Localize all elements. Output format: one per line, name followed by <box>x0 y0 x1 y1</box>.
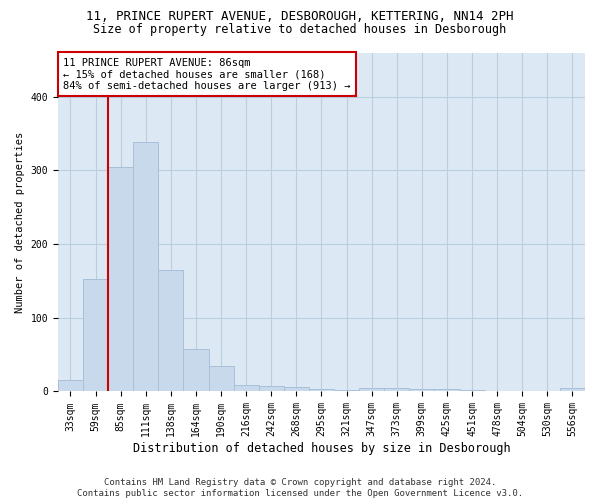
Bar <box>309 390 334 392</box>
Bar <box>184 350 209 392</box>
Bar <box>434 390 460 392</box>
Text: Size of property relative to detached houses in Desborough: Size of property relative to detached ho… <box>94 22 506 36</box>
Bar <box>58 380 83 392</box>
Bar <box>460 390 485 392</box>
Bar <box>209 366 233 392</box>
Bar <box>259 386 284 392</box>
Bar <box>158 270 184 392</box>
Bar <box>560 388 585 392</box>
Bar <box>133 142 158 392</box>
Text: 11, PRINCE RUPERT AVENUE, DESBOROUGH, KETTERING, NN14 2PH: 11, PRINCE RUPERT AVENUE, DESBOROUGH, KE… <box>86 10 514 23</box>
Bar <box>359 388 384 392</box>
Bar <box>108 166 133 392</box>
Bar <box>384 388 409 392</box>
Bar <box>284 387 309 392</box>
Text: 11 PRINCE RUPERT AVENUE: 86sqm
← 15% of detached houses are smaller (168)
84% of: 11 PRINCE RUPERT AVENUE: 86sqm ← 15% of … <box>63 58 350 91</box>
Text: Contains HM Land Registry data © Crown copyright and database right 2024.
Contai: Contains HM Land Registry data © Crown c… <box>77 478 523 498</box>
Bar <box>409 388 434 392</box>
Bar <box>83 278 108 392</box>
Bar <box>334 390 359 392</box>
Bar <box>233 385 259 392</box>
Y-axis label: Number of detached properties: Number of detached properties <box>15 132 25 312</box>
X-axis label: Distribution of detached houses by size in Desborough: Distribution of detached houses by size … <box>133 442 510 455</box>
